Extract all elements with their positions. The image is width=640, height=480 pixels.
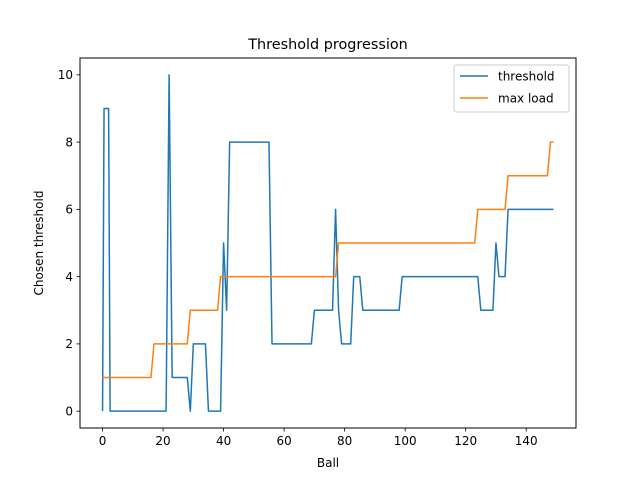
legend-label-max-load: max load: [498, 92, 554, 106]
legend-label-threshold: threshold: [498, 70, 555, 84]
axes-frame: [79, 57, 577, 429]
x-axis-label: Ball: [317, 456, 339, 470]
x-tick-label: 40: [216, 434, 231, 448]
x-axis: 0 20 40 60 80 100 120 140: [99, 428, 538, 448]
x-tick-label: 140: [515, 434, 538, 448]
y-axis-label: Chosen threshold: [32, 191, 46, 296]
x-tick-label: 0: [99, 434, 107, 448]
y-tick-label: 0: [65, 404, 73, 418]
x-tick-label: 20: [155, 434, 170, 448]
y-tick-label: 4: [65, 270, 73, 284]
y-tick-label: 10: [58, 68, 73, 82]
legend: threshold max load: [453, 64, 570, 113]
series-line-max-load: [102, 141, 554, 379]
y-axis: 0 2 4 6 8 10: [58, 68, 80, 418]
chart-title: Threshold progression: [247, 37, 408, 53]
plot-area: [101, 74, 554, 412]
x-tick-label: 80: [337, 434, 352, 448]
series-line-threshold: [101, 74, 554, 412]
x-tick-label: 100: [394, 434, 417, 448]
x-tick-label: 120: [454, 434, 477, 448]
y-tick-label: 2: [65, 337, 73, 351]
y-tick-label: 6: [65, 203, 73, 217]
x-tick-label: 60: [276, 434, 291, 448]
y-tick-label: 8: [65, 135, 73, 149]
